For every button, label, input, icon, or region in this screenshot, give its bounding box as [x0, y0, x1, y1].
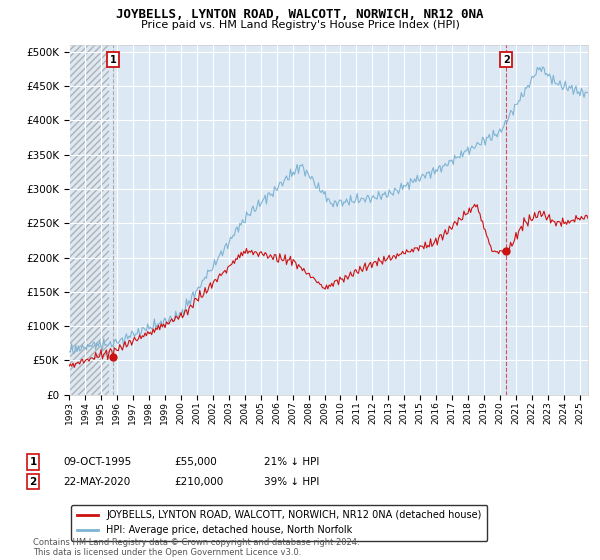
Text: £210,000: £210,000: [174, 477, 223, 487]
Legend: JOYBELLS, LYNTON ROAD, WALCOTT, NORWICH, NR12 0NA (detached house), HPI: Average: JOYBELLS, LYNTON ROAD, WALCOTT, NORWICH,…: [71, 505, 487, 541]
Text: 2: 2: [29, 477, 37, 487]
Text: Contains HM Land Registry data © Crown copyright and database right 2024.
This d: Contains HM Land Registry data © Crown c…: [33, 538, 359, 557]
Text: 1: 1: [29, 457, 37, 467]
Text: 21% ↓ HPI: 21% ↓ HPI: [264, 457, 319, 467]
Text: 2: 2: [503, 55, 509, 65]
Text: 22-MAY-2020: 22-MAY-2020: [63, 477, 130, 487]
Text: JOYBELLS, LYNTON ROAD, WALCOTT, NORWICH, NR12 0NA: JOYBELLS, LYNTON ROAD, WALCOTT, NORWICH,…: [116, 8, 484, 21]
Text: Price paid vs. HM Land Registry's House Price Index (HPI): Price paid vs. HM Land Registry's House …: [140, 20, 460, 30]
Bar: [69, 45, 109, 395]
Text: £55,000: £55,000: [174, 457, 217, 467]
Text: 09-OCT-1995: 09-OCT-1995: [63, 457, 131, 467]
Text: 39% ↓ HPI: 39% ↓ HPI: [264, 477, 319, 487]
Text: 1: 1: [110, 55, 116, 65]
